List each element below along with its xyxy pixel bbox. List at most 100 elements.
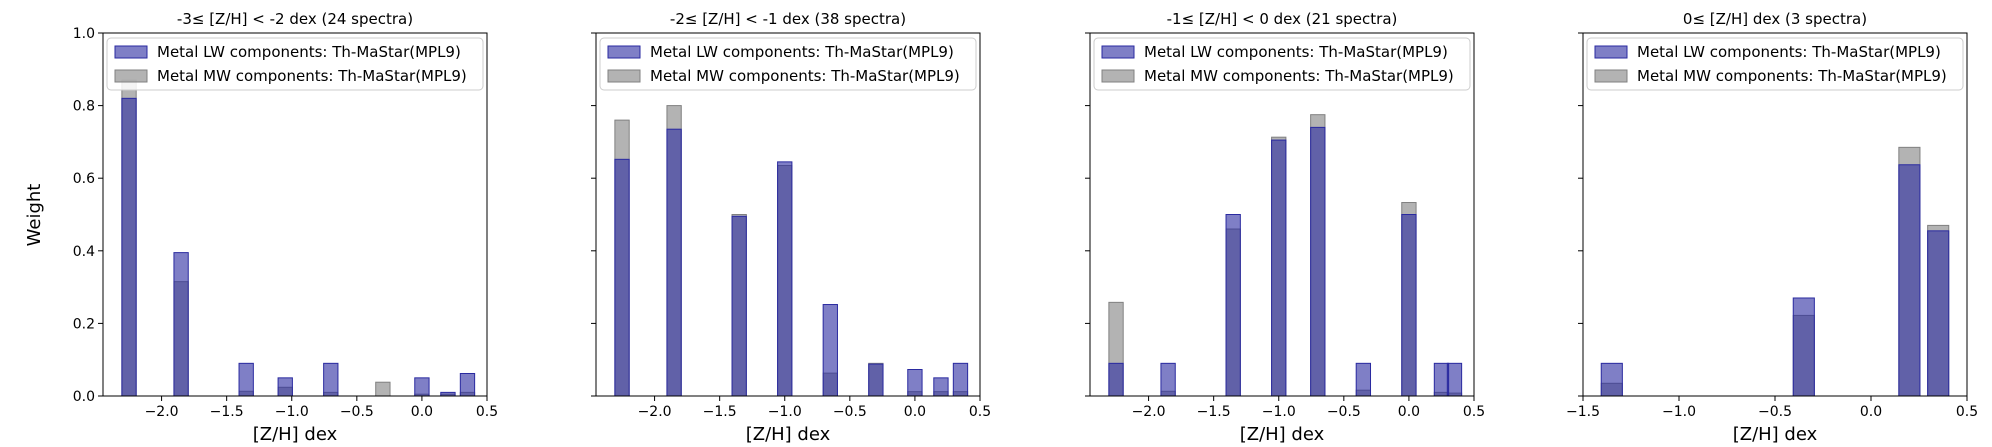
- legend: Metal LW components: Th-MaStar(MPL9) Meta…: [599, 37, 977, 91]
- x-tick-label: −1.0: [1662, 404, 1696, 420]
- y-axis-label: Weight: [24, 184, 45, 247]
- legend-label-lw: Metal LW components: Th-MaStar(MPL9): [157, 43, 461, 61]
- x-tick-label: −0.5: [1327, 404, 1361, 420]
- lw-bar: [277, 377, 293, 397]
- x-axis-label: [Z/H] dex: [1240, 424, 1325, 445]
- legend-label-lw: Metal LW components: Th-MaStar(MPL9): [1637, 43, 1941, 61]
- lw-bar: [323, 362, 339, 397]
- legend-label-mw: Metal MW components: Th-MaStar(MPL9): [1144, 67, 1454, 85]
- legend-box: [1093, 37, 1471, 91]
- lw-bar: [666, 128, 682, 397]
- x-tick-label: −1.5: [1197, 404, 1231, 420]
- y-tick-label: 0.6: [73, 171, 95, 187]
- x-tick-label: −0.5: [1758, 404, 1792, 420]
- lw-bar: [822, 304, 838, 397]
- lw-bar: [1898, 164, 1921, 397]
- x-tick-label: −2.0: [1132, 404, 1166, 420]
- lw-bar: [1271, 139, 1287, 397]
- lw-bar: [1108, 362, 1124, 397]
- mw-bar: [375, 381, 391, 397]
- x-tick-label: 0.5: [969, 404, 991, 420]
- lw-bar: [933, 377, 949, 397]
- lw-bar: [238, 362, 254, 397]
- legend-label-mw: Metal MW components: Th-MaStar(MPL9): [1637, 67, 1947, 85]
- legend-swatch-lw: [1101, 45, 1135, 59]
- legend: Metal LW components: Th-MaStar(MPL9) Meta…: [1586, 37, 1964, 91]
- x-tick-label: −1.0: [275, 404, 309, 420]
- x-tick-label: −0.5: [340, 404, 374, 420]
- lw-bar: [1927, 230, 1950, 397]
- lw-bar: [1600, 362, 1623, 397]
- legend-box: [1586, 37, 1964, 91]
- lw-bar: [414, 377, 430, 397]
- lw-bar: [907, 369, 923, 397]
- lw-bar: [614, 158, 630, 397]
- x-tick-label: 0.5: [476, 404, 498, 420]
- x-tick-label: 0.0: [411, 404, 433, 420]
- x-axis-label: [Z/H] dex: [253, 424, 338, 445]
- panel-title: -1≤ [Z/H] < 0 dex (21 spectra): [1167, 10, 1398, 28]
- x-tick-label: 0.0: [904, 404, 926, 420]
- axes-frame: [1089, 32, 1475, 397]
- legend-swatch-lw: [1594, 45, 1628, 59]
- lw-bar: [459, 372, 476, 397]
- legend-swatch-lw: [114, 45, 148, 59]
- x-tick-label: 0.0: [1860, 404, 1882, 420]
- lw-bar: [1433, 362, 1450, 397]
- legend-box: [106, 37, 484, 91]
- panel-title: 0≤ [Z/H] dex (3 spectra): [1683, 10, 1867, 28]
- lw-bar: [1446, 362, 1463, 397]
- lw-bar: [1401, 214, 1417, 397]
- legend: Metal LW components: Th-MaStar(MPL9) Meta…: [1093, 37, 1471, 91]
- legend-label-mw: Metal MW components: Th-MaStar(MPL9): [650, 67, 960, 85]
- x-tick-label: −2.0: [145, 404, 179, 420]
- x-tick-label: −1.5: [210, 404, 244, 420]
- lw-bar: [777, 161, 793, 397]
- lw-bar: [868, 363, 884, 397]
- legend-swatch-mw: [1594, 69, 1628, 83]
- x-tick-label: 0.0: [1398, 404, 1420, 420]
- x-axis-label: [Z/H] dex: [746, 424, 831, 445]
- panel-title: -2≤ [Z/H] < -1 dex (38 spectra): [670, 10, 906, 28]
- x-tick-label: −1.5: [1566, 404, 1600, 420]
- y-tick-label: 0.4: [73, 244, 95, 260]
- legend-swatch-mw: [114, 69, 148, 83]
- x-tick-label: −2.0: [638, 404, 672, 420]
- lw-bar: [121, 97, 137, 397]
- legend-label-lw: Metal LW components: Th-MaStar(MPL9): [650, 43, 954, 61]
- legend-label-mw: Metal MW components: Th-MaStar(MPL9): [157, 67, 467, 85]
- x-tick-label: −1.5: [703, 404, 737, 420]
- lw-bar: [1160, 362, 1176, 397]
- panel-2: −2.0 −1.5 −1.0 −0.5 0.0 0.5 -2≤ [Z/H] < -1 dex…: [591, 10, 991, 445]
- lw-bar: [952, 362, 969, 397]
- y-tick-label: 0.8: [73, 99, 95, 115]
- x-tick-label: −0.5: [833, 404, 867, 420]
- x-tick-label: 0.5: [1956, 404, 1978, 420]
- legend: Metal LW components: Th-MaStar(MPL9) Meta…: [106, 37, 484, 91]
- lw-bar: [440, 391, 456, 397]
- panel-3: −2.0 −1.5 −1.0 −0.5 0.0 0.5 -1≤ [Z/H] < 0 dex …: [1085, 10, 1485, 445]
- x-axis-label: [Z/H] dex: [1733, 424, 1818, 445]
- lw-bar: [1310, 126, 1326, 397]
- legend-box: [599, 37, 977, 91]
- x-tick-label: −1.0: [1262, 404, 1296, 420]
- legend-swatch-lw: [607, 45, 641, 59]
- lw-bar: [1792, 297, 1815, 397]
- y-tick-label: 0.0: [73, 389, 95, 405]
- lw-bar: [173, 252, 189, 397]
- axes-frame: [102, 32, 488, 397]
- axes-frame: [595, 32, 981, 397]
- legend-label-lw: Metal LW components: Th-MaStar(MPL9): [1144, 43, 1448, 61]
- panel-title: -3≤ [Z/H] < -2 dex (24 spectra): [177, 10, 413, 28]
- lw-bar: [1225, 214, 1241, 397]
- panel-1: −2.0 −1.5 −1.0 −0.5 0.0 0.5 0.0 0.2 0.4 0.6 0.8 1.0…: [73, 10, 498, 445]
- lw-bar: [1355, 362, 1372, 397]
- y-tick-label: 1.0: [73, 26, 95, 42]
- panel-4: −1.5 −1.0 −0.5 0.0 0.5 0≤ [Z/H] dex (3 spectr…: [1566, 10, 1978, 445]
- legend-swatch-mw: [607, 69, 641, 83]
- x-tick-label: 0.5: [1463, 404, 1485, 420]
- x-tick-label: −1.0: [768, 404, 802, 420]
- lw-bar: [731, 215, 747, 397]
- y-tick-label: 0.2: [73, 316, 95, 332]
